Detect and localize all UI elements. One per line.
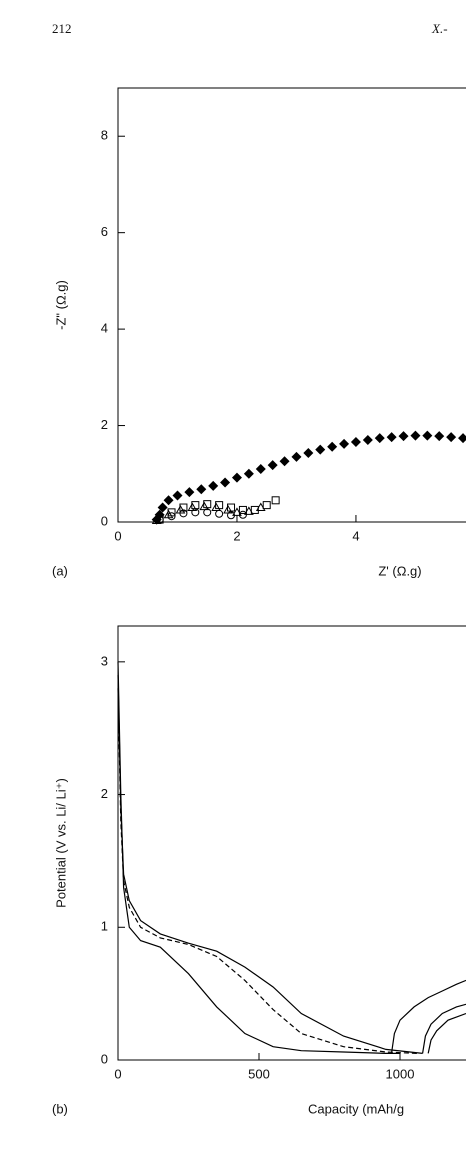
data-point (291, 451, 302, 462)
y-tick-label: 2 (101, 786, 108, 801)
data-point (315, 444, 326, 455)
data-point (172, 490, 183, 501)
x-tick-label: 0 (114, 528, 121, 543)
data-point (374, 433, 385, 444)
panel-label: (b) (52, 1101, 68, 1116)
data-point (244, 506, 254, 515)
data-point (350, 436, 361, 447)
data-point (215, 509, 224, 518)
data-point (271, 496, 280, 505)
data-point (255, 463, 266, 474)
data-point (238, 510, 247, 519)
data-point (208, 480, 219, 491)
data-point (220, 477, 231, 488)
x-axis-title: Capacity (mAh/g (308, 1101, 404, 1116)
data-point (191, 508, 200, 517)
data-point (458, 433, 466, 444)
data-point (422, 430, 433, 441)
x-tick-label: 500 (248, 1066, 270, 1081)
y-tick-label: 3 (101, 653, 108, 668)
data-point (231, 472, 242, 483)
data-point (151, 515, 162, 525)
y-tick-label: 2 (101, 417, 108, 432)
data-line (117, 675, 423, 1054)
data-point (157, 502, 168, 513)
data-point (243, 468, 254, 479)
data-point (398, 431, 409, 442)
data-point (267, 460, 278, 471)
plot-frame (117, 625, 466, 1061)
data-point (410, 430, 421, 441)
page-number: 212 (52, 21, 72, 36)
y-axis-title: -Z" (Ω.g) (53, 280, 68, 330)
data-point (339, 438, 350, 449)
x-tick-label: 1000 (386, 1066, 415, 1081)
x-tick-label: 4 (352, 528, 359, 543)
data-point (255, 502, 266, 512)
data-point (167, 512, 176, 521)
data-point (203, 508, 212, 517)
y-tick-label: 6 (101, 224, 108, 239)
data-line (427, 1012, 466, 1054)
data-line (117, 688, 417, 1054)
data-point (184, 487, 195, 498)
data-point (187, 502, 198, 512)
data-point (232, 507, 242, 516)
data-point (179, 509, 188, 518)
data-point (279, 456, 290, 467)
x-axis-title: Z' (Ω.g) (378, 563, 421, 578)
data-point (227, 511, 236, 520)
y-tick-label: 8 (101, 128, 108, 143)
data-point (196, 484, 207, 495)
data-point (446, 432, 457, 443)
data-point (262, 501, 271, 510)
x-tick-label: 0 (114, 1066, 121, 1081)
y-tick-label: 0 (101, 1051, 108, 1066)
data-point (211, 502, 222, 512)
data-point (327, 441, 338, 452)
y-tick-label: 0 (101, 513, 108, 528)
data-point (362, 435, 373, 446)
data-point (386, 432, 397, 443)
data-line (117, 661, 400, 1054)
data-point (303, 448, 314, 459)
x-tick-label: 2 (233, 528, 240, 543)
y-tick-label: 4 (101, 321, 108, 336)
data-point (199, 501, 210, 511)
running-head: X.- (431, 21, 448, 36)
data-point (434, 431, 445, 442)
y-tick-label: 1 (101, 919, 108, 934)
data-point (155, 515, 164, 524)
plot-frame (117, 87, 466, 523)
data-line (390, 979, 466, 1054)
data-point (238, 505, 247, 514)
panel-label: (a) (52, 563, 68, 578)
data-point (163, 495, 174, 506)
data-point (250, 505, 259, 514)
y-axis-title: Potential (V vs. Li/ Li⁺) (53, 778, 68, 908)
data-line (422, 1003, 466, 1054)
